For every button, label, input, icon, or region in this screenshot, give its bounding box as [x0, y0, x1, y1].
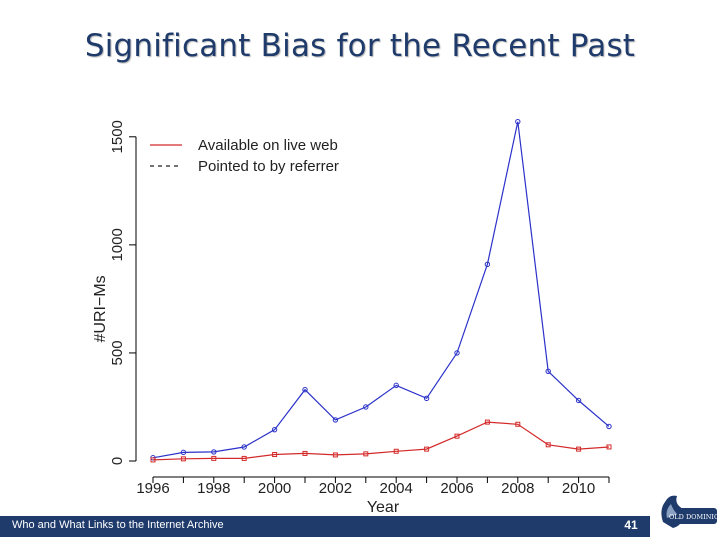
x-tick-label: 2006: [440, 480, 473, 497]
footer-text: Who and What Links to the Internet Archi…: [12, 519, 224, 531]
data-point: [606, 444, 612, 450]
data-point: [393, 448, 399, 454]
y-tick-label: 500: [109, 340, 126, 365]
data-point: [241, 455, 247, 461]
data-point: [271, 426, 278, 433]
legend-label-referrer: Pointed to by referrer: [198, 158, 339, 175]
data-point: [515, 118, 521, 125]
logo-text: OLD DOMINION: [669, 513, 719, 521]
data-point: [150, 457, 156, 463]
data-point: [515, 421, 521, 427]
y-axis-label: #URI−Ms: [92, 275, 109, 342]
slide-number: 41: [624, 518, 638, 532]
series-available-on-live-web: [150, 419, 612, 463]
data-point: [423, 395, 430, 402]
y-tick-label: 1000: [109, 228, 126, 261]
series-line: [152, 121, 610, 459]
x-tick-label: 1996: [136, 480, 169, 497]
x-tick-label: 1998: [197, 480, 230, 497]
university-logo-icon: OLD DOMINION: [661, 495, 719, 528]
data-point: [272, 452, 278, 458]
legend-label-live: Available on live web: [198, 137, 338, 154]
chart-axes: 0 500 1000 1500 #URI−Ms 1996 1998 2000 2002 2004 2…: [92, 120, 610, 516]
series-line: [152, 421, 610, 461]
data-point: [211, 455, 217, 461]
series-pointed-to-by-referrer: [150, 118, 612, 461]
data-point: [302, 450, 308, 456]
data-point: [302, 386, 308, 393]
slide-title: Significant Bias for the Recent Past: [84, 28, 636, 64]
y-tick-label: 0: [109, 457, 126, 465]
data-point: [575, 397, 582, 404]
data-point: [393, 382, 399, 389]
x-axis-label: Year: [367, 499, 400, 516]
line-chart: 0 500 1000 1500 #URI−Ms 1996 1998 2000 2002 2004 2…: [92, 118, 612, 516]
data-point: [332, 417, 339, 423]
chart-legend: Available on live web Pointed to by refer…: [150, 137, 339, 175]
data-point: [180, 449, 187, 456]
x-tick-label: 2000: [258, 480, 291, 497]
data-point: [606, 423, 612, 430]
data-point: [576, 446, 582, 452]
x-tick-label: 2002: [319, 480, 352, 497]
data-point: [241, 444, 247, 450]
data-point: [211, 449, 217, 455]
data-point: [363, 451, 369, 457]
data-point: [484, 261, 491, 268]
x-tick-label: 2004: [380, 480, 413, 497]
data-point: [454, 433, 460, 439]
data-point: [332, 452, 338, 458]
data-point: [454, 350, 460, 356]
data-point: [363, 404, 369, 410]
data-point: [545, 368, 551, 375]
data-point: [484, 419, 490, 425]
x-tick-label: 2010: [562, 480, 595, 497]
data-point: [180, 456, 186, 462]
y-tick-label: 1500: [109, 120, 126, 153]
data-point: [545, 442, 551, 448]
x-tick-label: 2008: [501, 480, 534, 497]
data-point: [424, 446, 430, 452]
footer-bar: Who and What Links to the Internet Archi…: [0, 516, 650, 537]
